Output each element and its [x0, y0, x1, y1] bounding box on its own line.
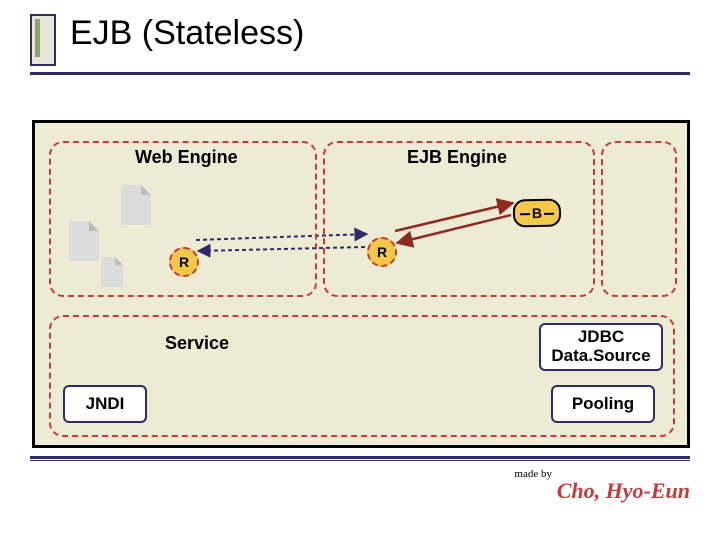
r-node-label: R	[179, 254, 189, 270]
service-label: Service	[165, 333, 229, 354]
jndi-box: JNDI	[63, 385, 147, 423]
pooling-box: Pooling	[551, 385, 655, 423]
right-panel	[601, 141, 677, 297]
footer-rule	[30, 456, 690, 459]
title-rule	[30, 72, 690, 75]
r-node-label: R	[377, 244, 387, 260]
page-icon	[69, 221, 99, 261]
r-node-web: R	[169, 247, 199, 277]
page-title: EJB (Stateless)	[70, 14, 304, 53]
r-node-ejb: R	[367, 237, 397, 267]
architecture-box: Web Engine R EJB Engine R B Service JDBC…	[32, 120, 690, 448]
service-panel: Service JDBC Data.Source JNDI Pooling	[49, 315, 675, 437]
web-engine-panel: Web Engine R	[49, 141, 317, 297]
slide: EJB (Stateless) Web Engine	[0, 0, 720, 540]
title-bullet-icon	[30, 14, 56, 66]
b-node: B	[513, 199, 561, 228]
jdbc-box: JDBC Data.Source	[539, 323, 663, 371]
b-node-label: B	[530, 205, 544, 221]
web-engine-label: Web Engine	[135, 147, 238, 168]
ejb-engine-label: EJB Engine	[407, 147, 507, 168]
author-label: Cho, Hyo-Eun	[557, 478, 690, 504]
page-icon	[121, 185, 151, 225]
page-icon	[101, 257, 123, 287]
madeby-label: made by	[514, 468, 552, 480]
ejb-engine-panel: EJB Engine R B	[323, 141, 595, 297]
footer-rule-thin	[30, 460, 690, 461]
